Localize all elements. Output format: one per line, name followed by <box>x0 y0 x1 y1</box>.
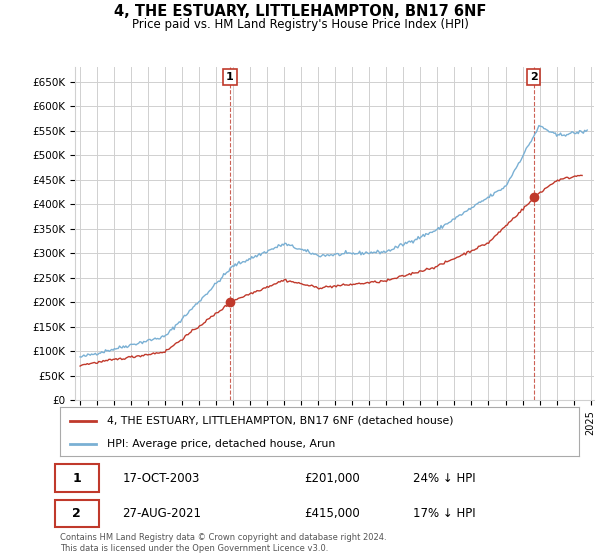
Text: Price paid vs. HM Land Registry's House Price Index (HPI): Price paid vs. HM Land Registry's House … <box>131 18 469 31</box>
FancyBboxPatch shape <box>55 464 99 492</box>
Text: 4, THE ESTUARY, LITTLEHAMPTON, BN17 6NF (detached house): 4, THE ESTUARY, LITTLEHAMPTON, BN17 6NF … <box>107 416 453 426</box>
FancyBboxPatch shape <box>55 500 99 528</box>
Text: 4, THE ESTUARY, LITTLEHAMPTON, BN17 6NF: 4, THE ESTUARY, LITTLEHAMPTON, BN17 6NF <box>114 4 486 19</box>
Text: HPI: Average price, detached house, Arun: HPI: Average price, detached house, Arun <box>107 439 335 449</box>
Text: 17-OCT-2003: 17-OCT-2003 <box>122 472 200 485</box>
Text: 1: 1 <box>72 472 81 485</box>
Text: 24% ↓ HPI: 24% ↓ HPI <box>413 472 476 485</box>
Text: 17% ↓ HPI: 17% ↓ HPI <box>413 507 476 520</box>
Text: Contains HM Land Registry data © Crown copyright and database right 2024.
This d: Contains HM Land Registry data © Crown c… <box>60 533 386 553</box>
Text: £415,000: £415,000 <box>304 507 359 520</box>
Text: 2: 2 <box>72 507 81 520</box>
Text: £201,000: £201,000 <box>304 472 359 485</box>
Text: 2: 2 <box>530 72 538 82</box>
Text: 27-AUG-2021: 27-AUG-2021 <box>122 507 201 520</box>
Text: 1: 1 <box>226 72 234 82</box>
